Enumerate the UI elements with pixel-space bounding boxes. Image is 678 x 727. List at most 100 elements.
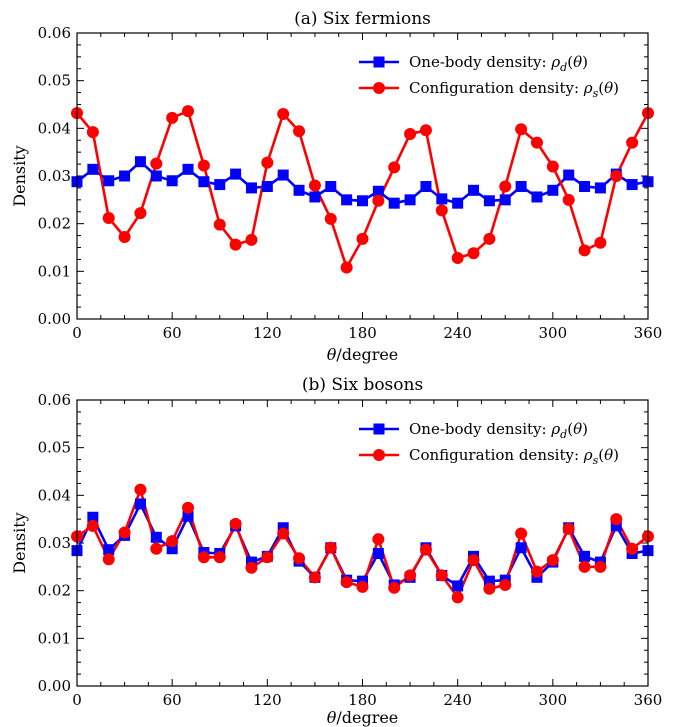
data-point-onebody [610,520,622,532]
data-point-configuration [166,111,179,124]
data-point-onebody [325,180,337,192]
data-point-configuration [372,533,385,546]
data-point-configuration [419,124,432,137]
data-point-configuration [213,551,226,564]
data-point-onebody [372,547,384,559]
data-point-onebody [245,182,257,194]
y-tick-label: 0.04 [38,119,71,137]
data-point-configuration [467,247,480,260]
data-point-configuration [626,542,639,555]
data-point-configuration [578,244,591,257]
chart-title: (b) Six bosons [302,375,423,395]
data-point-configuration [530,565,543,578]
data-point-configuration [182,105,195,118]
data-point-configuration [372,194,385,207]
y-axis-label: Density [10,512,29,573]
data-point-configuration [562,193,575,206]
data-point-onebody [182,163,194,175]
data-point-onebody [309,191,321,203]
legend-label: One-body density: ρd(θ) [409,420,588,441]
data-point-onebody [388,197,400,209]
data-point-configuration [308,571,321,584]
data-point-configuration [245,233,258,246]
data-point-configuration [515,123,528,136]
data-point-configuration [356,232,369,245]
data-point-onebody [483,195,495,207]
data-point-configuration [340,576,353,589]
plot-frame [76,32,649,320]
data-point-onebody [119,170,131,182]
data-point-configuration [308,179,321,192]
x-tick-label: 360 [634,691,663,709]
data-point-configuration [102,211,115,224]
legend: One-body density: ρd(θ) Configuration den… [359,420,619,467]
data-point-onebody [436,193,448,205]
x-tick-label: 180 [348,691,377,709]
data-point-onebody [579,550,591,562]
y-tick-label: 0.01 [38,262,71,280]
y-axis-label: Density [10,145,29,206]
y-tick-label: 0.02 [38,582,71,600]
data-point-configuration [229,238,242,251]
x-tick-label: 240 [443,324,472,342]
data-point-configuration [388,161,401,174]
y-tick-label: 0.06 [38,391,71,409]
data-point-configuration [245,561,258,574]
y-tick-label: 0.03 [38,167,71,185]
x-tick-label: 0 [72,324,82,342]
data-point-configuration [546,554,559,567]
data-point-onebody [134,156,146,168]
data-point-onebody [166,175,178,187]
data-point-configuration [340,261,353,274]
data-point-onebody [230,168,242,180]
data-point-configuration [324,541,337,554]
data-point-onebody [134,498,146,510]
legend-marker-square [373,423,385,435]
x-tick-label: 120 [253,691,282,709]
data-point-onebody [277,169,289,181]
data-point-onebody [594,182,606,194]
data-point-configuration [483,582,496,595]
data-point-configuration [150,542,163,555]
legend-marker-circle [373,82,385,94]
data-point-configuration [388,581,401,594]
data-point-configuration [150,157,163,170]
data-point-configuration [626,136,639,149]
x-tick-label: 60 [163,691,182,709]
legend-marker-circle [373,449,385,461]
data-point-configuration [404,569,417,582]
y-tick-label: 0.03 [38,534,71,552]
legend-marker-square [373,56,385,68]
data-point-onebody [182,510,194,522]
data-point-configuration [499,578,512,591]
data-point-configuration [324,212,337,225]
data-point-configuration [118,231,131,244]
data-point-configuration [435,569,448,582]
x-tick-label: 300 [539,324,568,342]
data-point-configuration [419,543,432,556]
data-point-configuration [261,156,274,169]
data-point-onebody [420,180,432,192]
legend-label: Configuration density: ρs(θ) [409,446,619,467]
data-point-onebody [103,544,115,556]
data-point-configuration [229,517,242,530]
data-point-onebody [626,179,638,191]
data-point-configuration [166,535,179,548]
data-point-onebody [166,543,178,555]
data-point-onebody [198,176,210,188]
x-axis-label: θ/degree [327,345,399,364]
legend-label: One-body density: ρd(θ) [409,53,588,74]
y-tick-label: 0.00 [38,677,71,695]
data-point-onebody [579,180,591,192]
x-axis-label: θ/degree [327,708,399,727]
y-tick-label: 0.01 [38,629,71,647]
data-point-configuration [530,136,543,149]
x-tick-label: 180 [348,324,377,342]
data-point-configuration [277,108,290,121]
y-tick-label: 0.00 [38,310,71,328]
data-point-configuration [499,180,512,193]
data-point-configuration [197,159,210,172]
data-point-configuration [118,526,131,539]
data-point-onebody [483,575,495,587]
